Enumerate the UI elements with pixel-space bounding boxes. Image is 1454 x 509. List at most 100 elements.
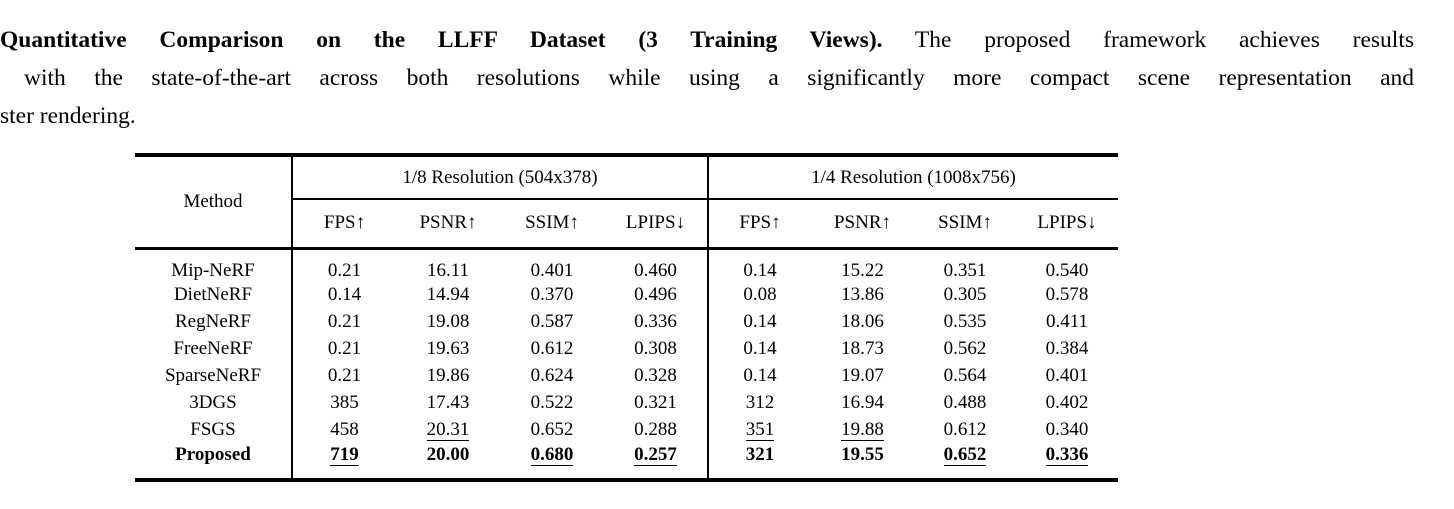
group-header-row: Method 1/8 Resolution (504x378) 1/4 Reso… <box>135 155 1118 250</box>
column-header-method: Method <box>135 155 292 250</box>
cell-value: 0.522 <box>530 392 574 413</box>
cell-value: 312 <box>707 389 811 417</box>
group-header-quarter-resolution: 1/4 Resolution (1008x756) <box>707 155 1118 200</box>
cell-method: SparseNeRF <box>164 365 262 386</box>
cell-value: 0.336 <box>634 311 677 332</box>
cell-value: 19.86 <box>426 365 470 386</box>
table-row-sparsenerf: SparseNeRF 0.21 19.86 0.624 0.328 0.14 1… <box>135 362 1118 390</box>
cell-value: 0.652 <box>943 443 987 467</box>
cell-value: 18.06 <box>841 311 884 332</box>
cell-value: 0.21 <box>291 308 396 336</box>
cell-value: 0.562 <box>943 338 987 359</box>
cell-value: 0.680 <box>530 443 574 467</box>
cell-value: 15.22 <box>841 259 884 281</box>
column-header-fps-2: FPS↑ <box>707 199 811 250</box>
cell-value: 0.612 <box>530 338 574 359</box>
caption-line-1-rest: The proposed framework achieves results <box>914 27 1414 53</box>
cell-value: 719 <box>291 443 396 481</box>
cell-method: FSGS <box>190 419 236 440</box>
cell-value: 0.370 <box>530 284 574 305</box>
cell-value: 0.257 <box>634 443 677 467</box>
cell-value: 17.43 <box>426 392 470 413</box>
cell-value: 20.00 <box>426 443 470 465</box>
cell-value: 0.564 <box>943 365 987 386</box>
cell-value: 0.652 <box>530 419 574 440</box>
cell-value: 458 <box>291 416 396 444</box>
column-header-lpips-2: LPIPS↓ <box>1016 199 1118 250</box>
caption-line-2: with the state-of-the-art across both re… <box>24 65 1414 91</box>
cell-method: FreeNeRF <box>173 338 253 359</box>
cell-value: 18.73 <box>841 338 884 359</box>
cell-value: 0.401 <box>1045 365 1089 386</box>
cell-value: 0.308 <box>634 338 677 359</box>
cell-value: 0.460 <box>634 259 677 281</box>
results-table: Method 1/8 Resolution (504x378) 1/4 Reso… <box>135 153 1118 483</box>
cell-value: 0.14 <box>707 335 811 363</box>
cell-value: 0.340 <box>1045 419 1089 440</box>
cell-value: 19.08 <box>426 311 470 332</box>
cell-value: 0.21 <box>291 335 396 363</box>
column-header-psnr-1: PSNR↑ <box>396 199 500 250</box>
table-row-3dgs: 3DGS 385 17.43 0.522 0.321 312 16.94 0.4… <box>135 389 1118 417</box>
column-header-lpips-1: LPIPS↓ <box>604 199 708 250</box>
cell-value: 0.496 <box>634 284 677 305</box>
cell-value: 0.401 <box>530 259 574 281</box>
caption-line-1: Quantitative Comparison on the LLFF Data… <box>0 21 1414 59</box>
column-header-ssim-1: SSIM↑ <box>500 199 604 250</box>
results-table-container: Method 1/8 Resolution (504x378) 1/4 Reso… <box>135 153 1118 483</box>
cell-value: 0.21 <box>291 248 396 282</box>
cell-method: DietNeRF <box>173 284 253 305</box>
cell-value: 16.11 <box>426 259 470 281</box>
table-row-proposed: Proposed 719 20.00 0.680 0.257 321 19.55… <box>135 443 1118 481</box>
table-row-regnerf: RegNeRF 0.21 19.08 0.587 0.336 0.14 18.0… <box>135 308 1118 336</box>
cell-value: 14.94 <box>426 284 470 305</box>
cell-value: 0.14 <box>707 308 811 336</box>
cell-value: 0.488 <box>943 392 987 413</box>
cell-value: 385 <box>291 389 396 417</box>
cell-value: 0.288 <box>634 419 677 440</box>
cell-value: 0.14 <box>707 248 811 282</box>
cell-value: 0.328 <box>634 365 677 386</box>
cell-value: 321 <box>707 443 811 481</box>
table-caption: Quantitative Comparison on the LLFF Data… <box>0 21 1414 135</box>
cell-value: 351 <box>707 416 811 444</box>
cell-method: 3DGS <box>189 392 237 413</box>
cell-value: 0.612 <box>943 419 987 440</box>
cell-value: 19.63 <box>426 338 470 359</box>
column-header-psnr-2: PSNR↑ <box>811 199 914 250</box>
cell-value: 19.88 <box>841 418 884 442</box>
cell-value: 0.540 <box>1045 259 1089 281</box>
table-row-dietnerf: DietNeRF 0.14 14.94 0.370 0.496 0.08 13.… <box>135 281 1118 309</box>
cell-value: 0.402 <box>1045 392 1089 413</box>
cell-value: 0.305 <box>943 284 987 305</box>
caption-line-3: ster rendering. <box>0 103 136 129</box>
cell-value: 19.07 <box>841 365 884 386</box>
cell-value: 19.55 <box>841 443 884 465</box>
cell-method: Mip-NeRF <box>171 259 255 281</box>
cell-method: RegNeRF <box>175 311 251 332</box>
cell-value: 0.411 <box>1045 311 1089 332</box>
cell-value: 0.336 <box>1045 443 1089 467</box>
cell-value: 20.31 <box>426 418 470 442</box>
cell-value: 16.94 <box>841 392 884 413</box>
cell-value: 0.14 <box>707 362 811 390</box>
cell-value: 0.535 <box>943 311 987 332</box>
column-header-fps-1: FPS↑ <box>291 199 396 250</box>
table-row-mip-nerf: Mip-NeRF 0.21 16.11 0.401 0.460 0.14 15.… <box>135 248 1118 282</box>
cell-value: 0.21 <box>291 362 396 390</box>
cell-value: 0.08 <box>707 281 811 309</box>
cell-value: 13.86 <box>841 284 884 305</box>
group-header-eighth-resolution: 1/8 Resolution (504x378) <box>291 155 708 200</box>
table-row-freenerf: FreeNeRF 0.21 19.63 0.612 0.308 0.14 18.… <box>135 335 1118 363</box>
cell-value: 0.578 <box>1045 284 1089 305</box>
cell-value: 0.624 <box>530 365 574 386</box>
cell-value: 0.14 <box>291 281 396 309</box>
cell-value: 0.321 <box>634 392 677 413</box>
metric-header-row: FPS↑ PSNR↑ SSIM↑ LPIPS↓ FPS↑ PSNR↑ SSIM↑… <box>135 199 1118 250</box>
column-header-ssim-2: SSIM↑ <box>914 199 1016 250</box>
cell-value: 0.351 <box>943 259 987 281</box>
cell-value: 0.384 <box>1045 338 1089 359</box>
table-row-fsgs: FSGS 458 20.31 0.652 0.288 351 19.88 0.6… <box>135 416 1118 444</box>
caption-title-bold: Quantitative Comparison on the LLFF Data… <box>0 27 883 53</box>
